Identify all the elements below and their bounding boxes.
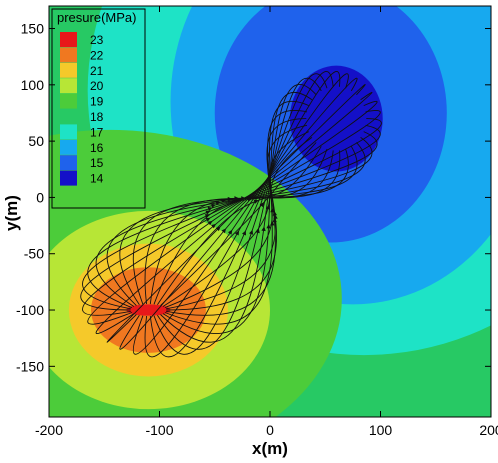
streamline-arrow [261, 226, 266, 232]
streamline-arrow [255, 228, 260, 234]
streamline [164, 131, 310, 309]
streamline [162, 137, 313, 307]
streamline [106, 84, 366, 343]
streamline [132, 73, 349, 355]
y-tick-label: 100 [21, 77, 45, 93]
legend-swatch [60, 139, 77, 155]
y-axis-label: y(m) [2, 195, 21, 231]
streamline [119, 146, 358, 306]
streamline-arrow [228, 229, 233, 235]
streamline [153, 73, 328, 355]
y-tick-label: 50 [28, 133, 44, 149]
legend-swatch [60, 78, 77, 94]
legend-frame [51, 8, 146, 209]
legend-swatch [60, 170, 77, 186]
streamline [157, 146, 322, 306]
legend-swatch [60, 62, 77, 78]
streamline-arrow [259, 202, 265, 208]
streamline [153, 148, 328, 305]
streamline-arrow [265, 204, 270, 210]
streamline-arrow [272, 210, 277, 216]
streamline [82, 124, 381, 310]
streamline-arrow [249, 229, 254, 235]
streamline [149, 150, 334, 305]
streamline [166, 124, 308, 310]
y-tick-label: -150 [16, 358, 44, 374]
legend-value: 14 [90, 172, 104, 186]
streamline [95, 137, 373, 307]
streamline [162, 91, 313, 334]
x-tick-label: -100 [145, 422, 173, 438]
legend-value: 22 [90, 48, 104, 62]
x-tick-label: -200 [35, 422, 63, 438]
x-tick-label: 0 [266, 422, 274, 438]
streamline-layer [80, 71, 382, 358]
x-tick-label: 200 [479, 422, 498, 438]
streamline-arrow [270, 207, 275, 213]
streamline-arrow [207, 206, 213, 212]
legend-swatch [60, 93, 77, 109]
legend-swatch [60, 155, 77, 171]
legend-value: 15 [90, 156, 104, 170]
streamline-arrow [242, 230, 246, 236]
x-axis-label: x(m) [252, 439, 288, 458]
legend-swatch [60, 47, 77, 63]
streamline-arrow [221, 228, 227, 234]
streamline [144, 71, 341, 358]
streamline-arrow [215, 226, 221, 232]
streamline [106, 142, 366, 306]
y-tick-label: 150 [21, 21, 45, 37]
streamline-arrow [266, 223, 271, 229]
streamline-arrow [247, 197, 253, 202]
legend-swatch [60, 32, 77, 47]
streamline-arrow [272, 217, 277, 223]
streamline-arrow [211, 223, 216, 229]
streamline [160, 84, 317, 343]
streamline [119, 77, 358, 350]
y-tick-label: -100 [16, 302, 44, 318]
streamline-arrow [207, 220, 213, 226]
streamline-arrow [211, 203, 216, 208]
x-tick-label: 100 [369, 422, 393, 438]
legend-swatch [60, 109, 77, 124]
legend-title: presure(MPa) [57, 10, 136, 25]
y-tick-label: 0 [36, 189, 44, 205]
legend-value: 17 [90, 125, 104, 139]
legend-value: 20 [90, 79, 104, 93]
legend-value: 19 [90, 95, 104, 109]
axis-ticks: -200 -100 0 100 200 -150 -100 -50 0 50 100 150 [16, 6, 498, 438]
legend-swatch [60, 124, 77, 140]
legend-value: 23 [90, 33, 104, 47]
y-tick-label: -50 [24, 246, 44, 262]
streamline-arrow [241, 196, 246, 201]
legend-value: 18 [90, 110, 104, 124]
streamline-arrow [205, 210, 211, 215]
streamline-arrow [253, 199, 259, 204]
streamline-arrow [234, 230, 239, 236]
streamline-arrow [205, 217, 211, 222]
legend-value: 16 [90, 141, 104, 155]
legend-value: 21 [90, 64, 104, 78]
